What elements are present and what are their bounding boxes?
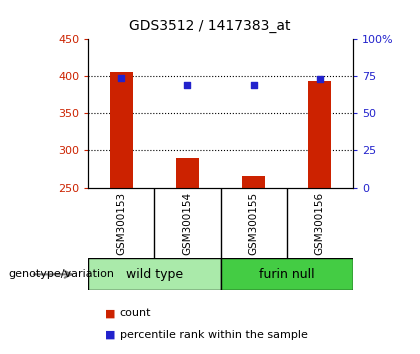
Text: count: count bbox=[120, 308, 151, 318]
Bar bbox=[176, 158, 199, 188]
Text: percentile rank within the sample: percentile rank within the sample bbox=[120, 330, 307, 339]
Bar bbox=[308, 81, 331, 188]
Point bbox=[118, 75, 125, 80]
Point bbox=[184, 82, 191, 88]
Text: GDS3512 / 1417383_at: GDS3512 / 1417383_at bbox=[129, 19, 291, 34]
Bar bbox=[242, 176, 265, 188]
Text: furin null: furin null bbox=[259, 268, 315, 281]
Text: ■: ■ bbox=[105, 308, 116, 318]
Text: GSM300156: GSM300156 bbox=[315, 192, 325, 255]
Text: ■: ■ bbox=[105, 330, 116, 339]
Text: GSM300153: GSM300153 bbox=[116, 192, 126, 255]
Text: genotype/variation: genotype/variation bbox=[8, 269, 114, 279]
Point bbox=[316, 76, 323, 82]
Bar bbox=[110, 73, 133, 188]
Text: GSM300155: GSM300155 bbox=[249, 192, 259, 255]
Bar bbox=[88, 258, 220, 290]
Point bbox=[250, 82, 257, 88]
Bar bbox=[220, 258, 353, 290]
Text: GSM300154: GSM300154 bbox=[182, 192, 192, 255]
Text: wild type: wild type bbox=[126, 268, 183, 281]
